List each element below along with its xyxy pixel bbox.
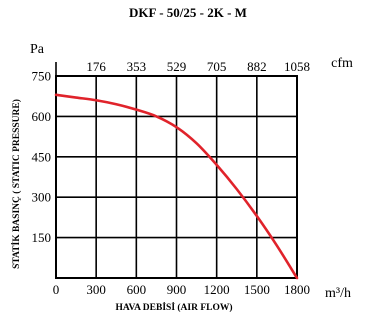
tick-labels: 0 300 600 900 1200 1500 1800 150 300 450 600 750 176… bbox=[32, 59, 311, 297]
cfm-tick-label-353: 353 bbox=[127, 59, 147, 74]
x-tick-label-0: 0 bbox=[53, 282, 60, 297]
x-tick-label-300: 300 bbox=[86, 282, 106, 297]
x-tick-label-600: 600 bbox=[127, 282, 147, 297]
x-tick-label-1200: 1200 bbox=[204, 282, 230, 297]
y-tick-label-150: 150 bbox=[32, 230, 52, 245]
grid bbox=[55, 62, 298, 279]
cfm-tick-label-529: 529 bbox=[167, 59, 187, 74]
plot-frame bbox=[55, 75, 298, 279]
y-tick-label-450: 450 bbox=[32, 149, 52, 164]
x-tick-label-900: 900 bbox=[167, 282, 187, 297]
y-tick-label-300: 300 bbox=[32, 190, 52, 205]
chart-title: DKF - 50/25 - 2K - M bbox=[129, 5, 247, 20]
series-layer bbox=[54, 93, 299, 280]
y-tick-label-750: 750 bbox=[32, 69, 52, 84]
top-unit-label: cfm bbox=[331, 56, 353, 71]
x-tick-label-1500: 1500 bbox=[244, 282, 270, 297]
cfm-tick-label-705: 705 bbox=[207, 59, 227, 74]
cfm-tick-label-882: 882 bbox=[247, 59, 267, 74]
x-unit-label: m³/h bbox=[325, 286, 351, 301]
y-tick-label-600: 600 bbox=[32, 109, 52, 124]
x-tick-label-1800: 1800 bbox=[284, 282, 310, 297]
y-unit-label: Pa bbox=[30, 42, 45, 57]
cfm-tick-label-176: 176 bbox=[86, 59, 106, 74]
series-0-curve bbox=[54, 93, 299, 280]
x-axis-label: HAVA DEBİSİ (AIR FLOW) bbox=[115, 301, 232, 313]
y-axis-label: STATİK BASINÇ ( STATIC PRESSURE) bbox=[10, 99, 22, 269]
cfm-tick-label-1058: 1058 bbox=[284, 59, 310, 74]
